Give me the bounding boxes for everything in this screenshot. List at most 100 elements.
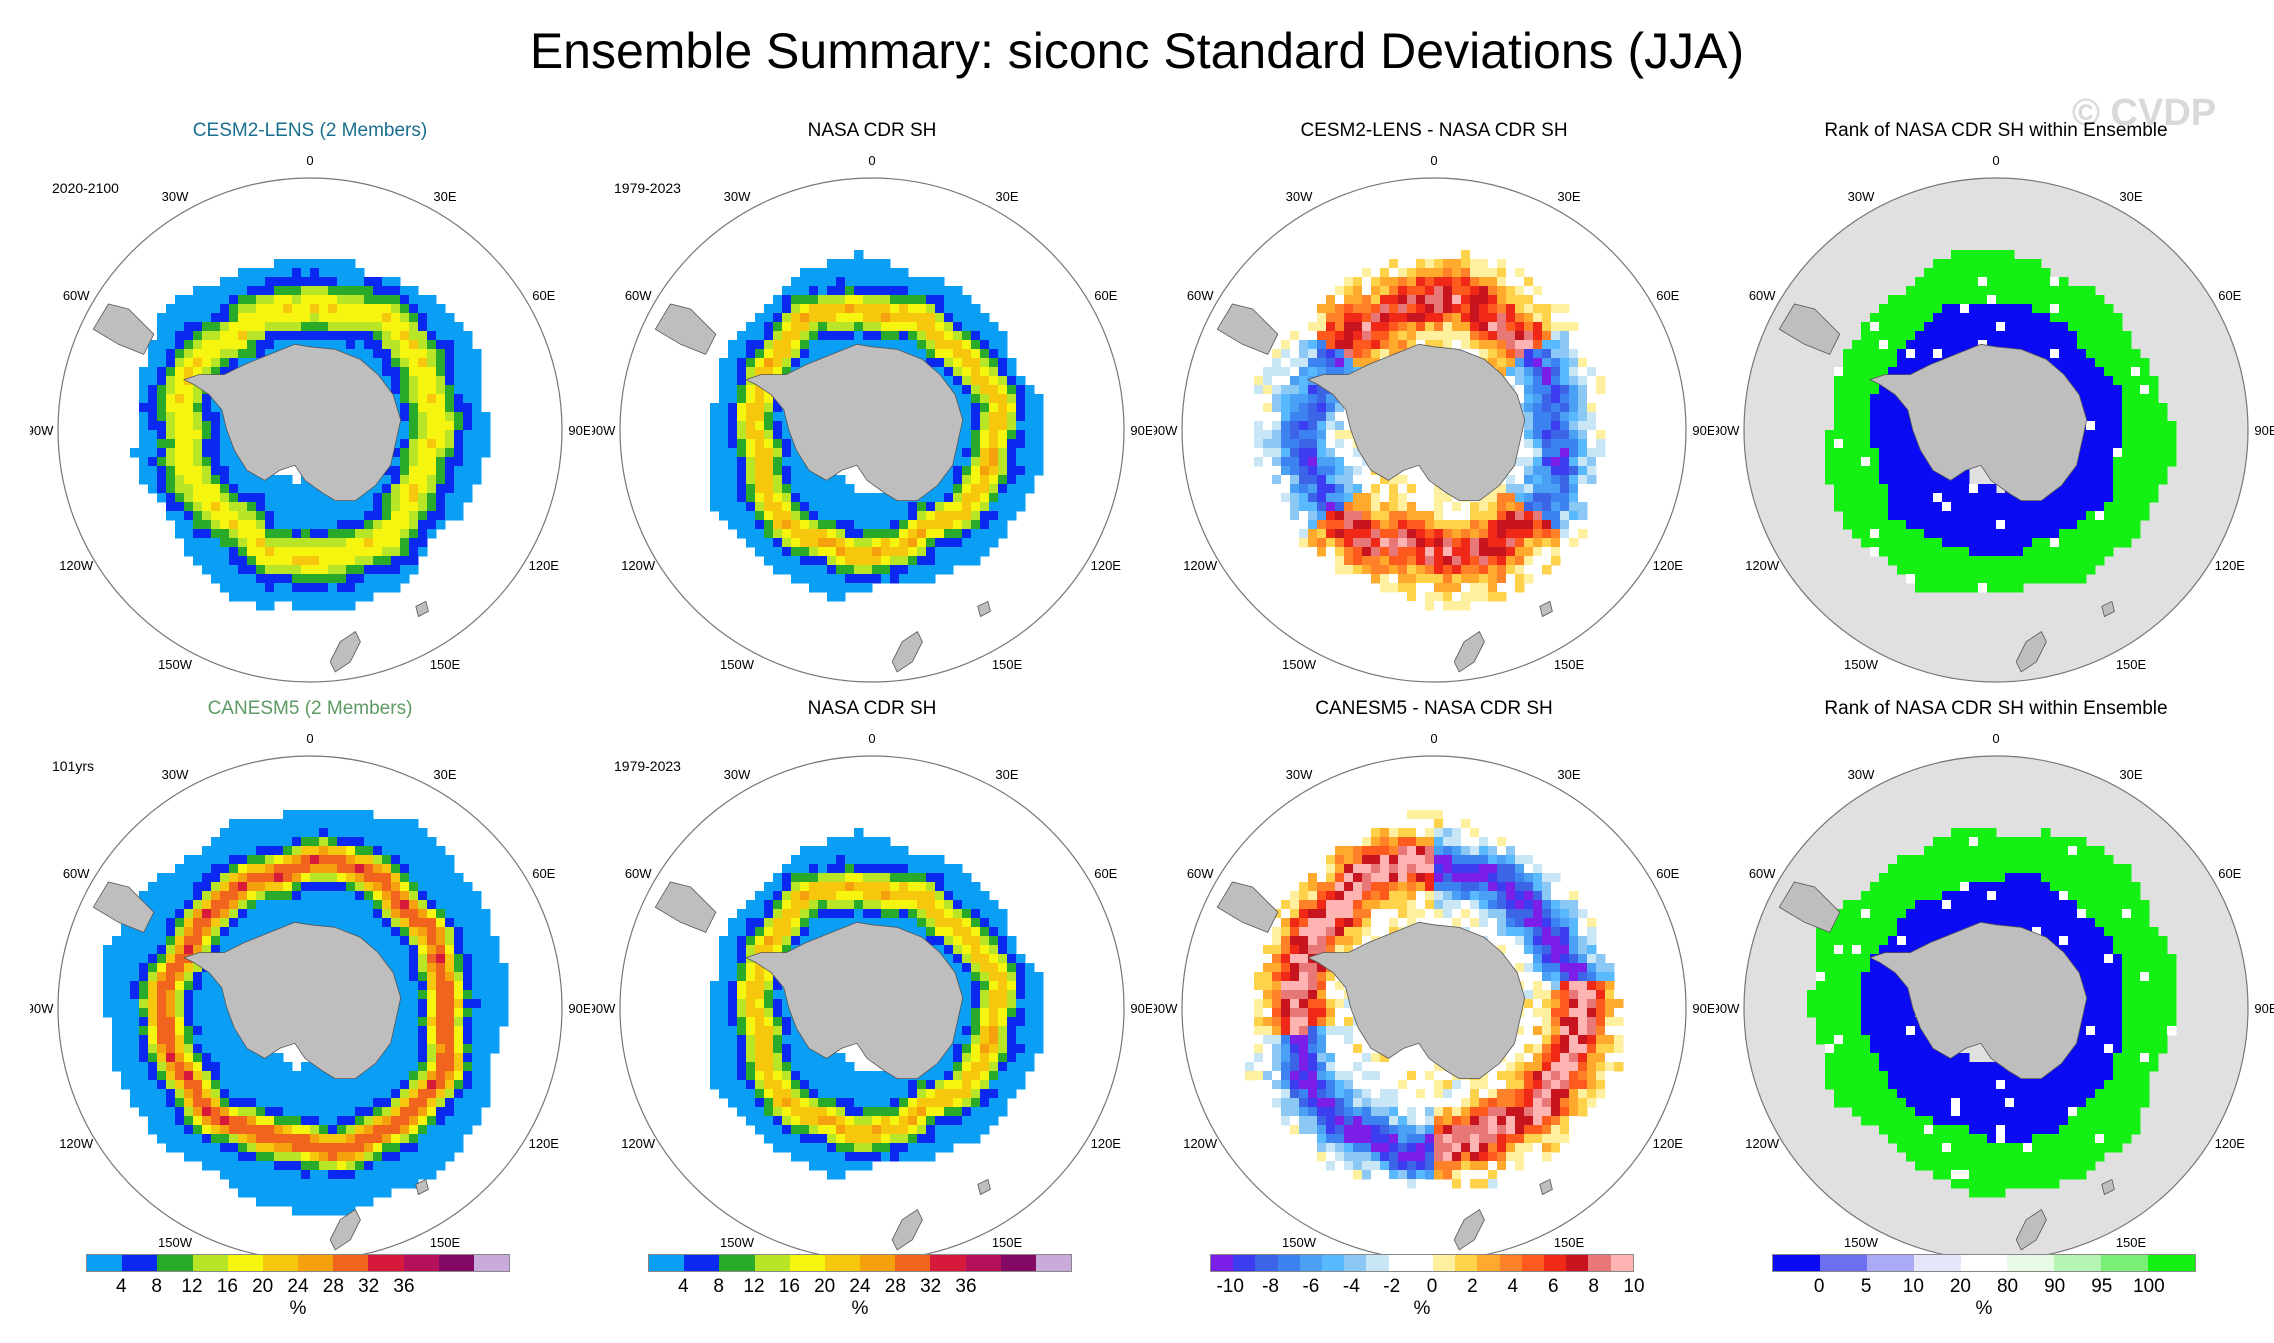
grid-cell bbox=[454, 954, 464, 964]
grid-cell bbox=[436, 864, 446, 874]
grid-cell bbox=[827, 520, 837, 530]
grid-cell bbox=[2068, 313, 2078, 323]
grid-cell bbox=[382, 882, 392, 892]
grid-cell bbox=[193, 945, 203, 955]
grid-cell bbox=[2077, 520, 2087, 530]
grid-cell bbox=[337, 547, 347, 557]
grid-cell bbox=[980, 529, 990, 539]
grid-cell bbox=[193, 466, 203, 476]
grid-cell bbox=[2122, 493, 2132, 503]
grid-cell bbox=[953, 556, 963, 566]
grid-cell bbox=[1434, 259, 1444, 269]
grid-cell bbox=[283, 268, 293, 278]
grid-cell bbox=[2113, 448, 2123, 458]
grid-cell bbox=[427, 511, 437, 521]
longitude-label: 90E bbox=[568, 423, 590, 438]
grid-cell bbox=[737, 511, 747, 521]
grid-cell bbox=[944, 493, 954, 503]
grid-cell bbox=[382, 819, 392, 829]
grid-cell bbox=[328, 340, 338, 350]
grid-cell bbox=[355, 547, 365, 557]
grid-cell bbox=[490, 963, 500, 973]
grid-cell bbox=[917, 547, 927, 557]
grid-cell bbox=[1452, 304, 1462, 314]
grid-cell bbox=[2104, 493, 2114, 503]
grid-cell bbox=[728, 457, 738, 467]
longitude-label: 150W bbox=[720, 657, 755, 672]
grid-cell bbox=[1452, 520, 1462, 530]
grid-cell bbox=[926, 331, 936, 341]
grid-cell bbox=[148, 349, 158, 359]
grid-cell bbox=[755, 394, 765, 404]
grid-cell bbox=[2095, 493, 2105, 503]
grid-cell bbox=[1978, 259, 1988, 269]
grid-cell bbox=[962, 502, 972, 512]
grid-cell bbox=[2122, 529, 2132, 539]
grid-cell bbox=[746, 439, 756, 449]
grid-cell bbox=[953, 304, 963, 314]
grid-cell bbox=[382, 475, 392, 485]
grid-cell bbox=[1978, 529, 1988, 539]
grid-cell bbox=[2032, 304, 2042, 314]
grid-cell bbox=[863, 583, 873, 593]
grid-cell bbox=[1942, 340, 1952, 350]
grid-cell bbox=[881, 295, 891, 305]
grid-cell bbox=[364, 304, 374, 314]
grid-cell bbox=[220, 583, 230, 593]
grid-cell bbox=[1488, 547, 1498, 557]
grid-cell bbox=[962, 367, 972, 377]
grid-cell bbox=[1551, 475, 1561, 485]
grid-cell bbox=[166, 873, 176, 883]
grid-cell bbox=[728, 412, 738, 422]
grid-cell bbox=[373, 873, 383, 883]
grid-cell bbox=[409, 918, 419, 928]
grid-cell bbox=[1533, 457, 1543, 467]
grid-cell bbox=[1933, 484, 1943, 494]
grid-cell bbox=[782, 340, 792, 350]
grid-cell bbox=[436, 349, 446, 359]
grid-cell bbox=[346, 882, 356, 892]
grid-cell bbox=[1515, 484, 1525, 494]
grid-cell bbox=[1897, 358, 1907, 368]
grid-cell bbox=[809, 574, 819, 584]
grid-cell bbox=[773, 439, 783, 449]
grid-cell bbox=[1434, 556, 1444, 566]
grid-cell bbox=[400, 475, 410, 485]
grid-cell bbox=[719, 412, 729, 422]
grid-cell bbox=[1353, 565, 1363, 575]
grid-cell bbox=[2041, 565, 2051, 575]
grid-cell bbox=[1852, 430, 1862, 440]
grid-cell bbox=[935, 313, 945, 323]
grid-cell bbox=[962, 322, 972, 332]
grid-cell bbox=[764, 547, 774, 557]
grid-cell bbox=[1272, 511, 1282, 521]
grid-cell bbox=[1870, 331, 1880, 341]
grid-cell bbox=[863, 493, 873, 503]
grid-cell bbox=[2104, 367, 2114, 377]
grid-cell bbox=[427, 529, 437, 539]
grid-cell bbox=[881, 556, 891, 566]
grid-cell bbox=[1924, 538, 1934, 548]
grid-cell bbox=[2086, 466, 2096, 476]
grid-cell bbox=[238, 475, 248, 485]
grid-cell bbox=[782, 556, 792, 566]
grid-cell bbox=[2005, 286, 2015, 296]
grid-cell bbox=[1942, 475, 1952, 485]
grid-cell bbox=[2032, 502, 2042, 512]
grid-cell bbox=[1425, 529, 1435, 539]
grid-cell bbox=[791, 547, 801, 557]
grid-cell bbox=[2086, 511, 2096, 521]
grid-cell bbox=[1308, 502, 1318, 512]
grid-cell bbox=[319, 313, 329, 323]
grid-cell bbox=[755, 439, 765, 449]
grid-cell bbox=[1533, 466, 1543, 476]
grid-cell bbox=[1254, 385, 1264, 395]
grid-cell bbox=[247, 475, 257, 485]
grid-cell bbox=[193, 547, 203, 557]
grid-cell bbox=[980, 466, 990, 476]
grid-cell bbox=[1515, 538, 1525, 548]
grid-cell bbox=[1843, 367, 1853, 377]
grid-cell bbox=[1407, 520, 1417, 530]
grid-cell bbox=[953, 475, 963, 485]
grid-cell bbox=[2050, 547, 2060, 557]
